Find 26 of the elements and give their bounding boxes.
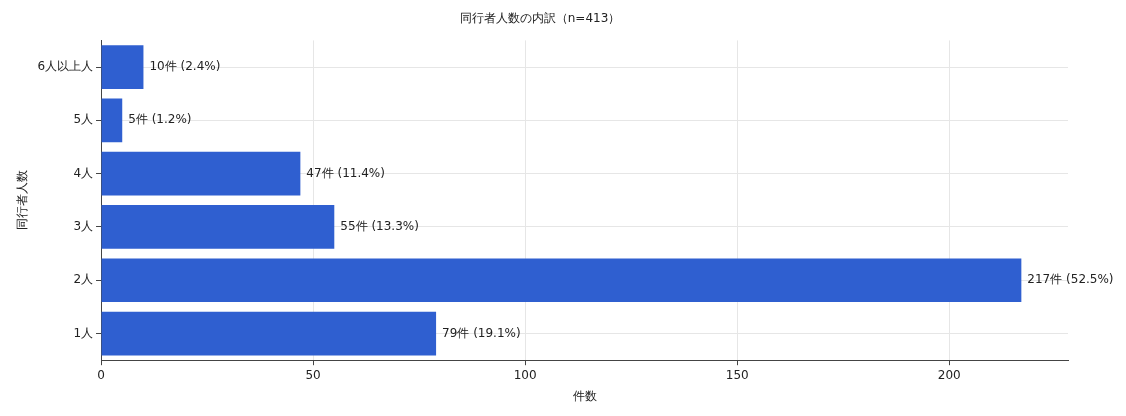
bar — [101, 311, 437, 356]
data-label: 10件 (2.4%) — [149, 59, 221, 74]
y-axis-title: 同行者人数 — [15, 170, 30, 231]
bar — [101, 151, 301, 196]
x-tick-label: 150 — [725, 367, 749, 382]
y-tick-label: 6人以上人 — [37, 59, 94, 74]
bar — [101, 45, 144, 89]
y-tick-label: 2人 — [73, 272, 94, 287]
y-tick-label: 1人 — [73, 325, 94, 340]
data-label: 5件 (1.2%) — [128, 112, 192, 127]
x-tick-label: 50 — [305, 367, 321, 382]
data-label: 79件 (19.1%) — [442, 325, 521, 340]
bar — [101, 258, 1022, 303]
chart-title: 同行者人数の内訳（n=413） — [459, 11, 621, 26]
x-axis-title: 件数 — [572, 388, 597, 403]
x-tick-label: 100 — [513, 367, 537, 382]
data-label: 55件 (13.3%) — [340, 219, 419, 234]
data-label: 217件 (52.5%) — [1027, 272, 1114, 287]
bar — [101, 98, 123, 143]
data-label: 47件 (11.4%) — [306, 165, 385, 180]
y-tick-label: 5人 — [73, 112, 94, 127]
bar — [101, 205, 335, 249]
y-tick-label: 3人 — [73, 219, 94, 234]
x-tick-label: 0 — [97, 367, 105, 382]
y-tick-label: 4人 — [73, 165, 94, 180]
x-tick-label: 200 — [937, 367, 961, 382]
